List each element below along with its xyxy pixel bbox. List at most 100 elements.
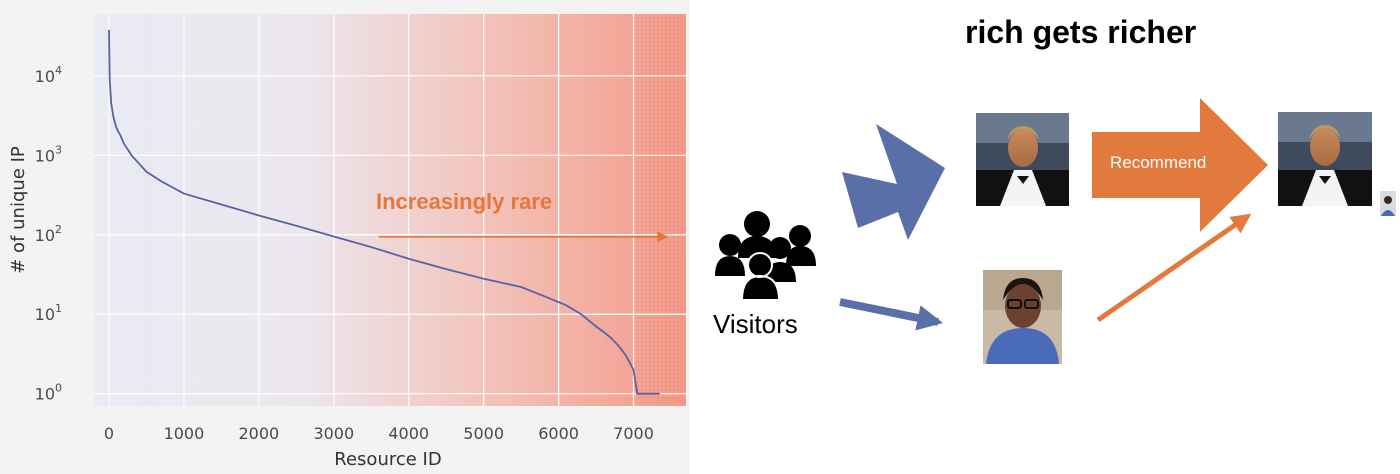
hatch-dot	[669, 29, 671, 31]
hatch-dot	[657, 249, 659, 251]
hatch-dot	[669, 373, 671, 375]
hatch-dot	[661, 365, 663, 367]
hatch-dot	[669, 137, 671, 139]
hatch-dot	[637, 365, 639, 367]
hatch-dot	[665, 333, 667, 335]
hatch-dot	[645, 369, 647, 371]
hatch-dot	[677, 261, 679, 263]
hatch-dot	[681, 53, 683, 55]
hatch-dot	[665, 229, 667, 231]
hatch-dot	[645, 169, 647, 171]
hatch-dot	[637, 333, 639, 335]
hatch-dot	[645, 117, 647, 119]
hatch-dot	[641, 265, 643, 267]
hatch-dot	[677, 101, 679, 103]
hatch-dot	[653, 345, 655, 347]
hatch-dot	[641, 361, 643, 363]
hatch-dot	[657, 193, 659, 195]
hatch-dot	[669, 381, 671, 383]
people-group-outline	[740, 252, 781, 301]
hatch-dot	[673, 169, 675, 171]
hatch-dot	[653, 221, 655, 223]
hatch-dot	[681, 197, 683, 199]
hatch-dot	[649, 33, 651, 35]
hatch-dot	[673, 265, 675, 267]
hatch-dot	[673, 29, 675, 31]
hatch-dot	[649, 349, 651, 351]
hatch-dot	[665, 105, 667, 107]
hatch-dot	[637, 113, 639, 115]
hatch-dot	[657, 113, 659, 115]
hatch-dot	[653, 281, 655, 283]
hatch-dot	[645, 373, 647, 375]
hatch-dot	[637, 17, 639, 19]
hatch-dot	[645, 285, 647, 287]
hatch-dot	[665, 385, 667, 387]
hatch-dot	[657, 293, 659, 295]
hatch-dot	[657, 41, 659, 43]
hatch-dot	[649, 49, 651, 51]
hatch-dot	[669, 221, 671, 223]
hatch-dot	[661, 73, 663, 75]
hatch-dot	[637, 361, 639, 363]
hatch-dot	[661, 141, 663, 143]
hatch-dot	[665, 101, 667, 103]
hatch-dot	[681, 269, 683, 271]
hatch-dot	[637, 161, 639, 163]
hatch-dot	[677, 89, 679, 91]
hatch-dot	[665, 17, 667, 19]
hatch-dot	[649, 217, 651, 219]
hatch-dot	[657, 325, 659, 327]
hatch-dot	[645, 213, 647, 215]
hatch-dot	[677, 77, 679, 79]
hatch-dot	[649, 385, 651, 387]
hatch-dot	[641, 377, 643, 379]
hatch-dot	[681, 129, 683, 131]
hatch-dot	[681, 69, 683, 71]
hatch-dot	[637, 21, 639, 23]
hatch-dot	[649, 77, 651, 79]
hatch-dot	[649, 265, 651, 267]
hatch-dot	[653, 273, 655, 275]
hatch-dot	[665, 37, 667, 39]
hatch-dot	[641, 261, 643, 263]
hatch-dot	[669, 57, 671, 59]
hatch-dot	[681, 265, 683, 267]
hatch-dot	[665, 197, 667, 199]
hatch-dot	[669, 385, 671, 387]
hatch-dot	[665, 41, 667, 43]
hatch-dot	[657, 101, 659, 103]
hatch-dot	[653, 361, 655, 363]
hatch-dot	[661, 269, 663, 271]
y-tick-labels: 100 101 102 103 104	[35, 64, 62, 404]
hatch-dot	[653, 285, 655, 287]
hatch-dot	[645, 317, 647, 319]
hatch-dot	[653, 85, 655, 87]
hatch-dot	[665, 289, 667, 291]
hatch-dot	[649, 281, 651, 283]
hatch-dot	[665, 353, 667, 355]
hatch-dot	[657, 141, 659, 143]
hatch-dot	[657, 21, 659, 23]
hatch-dot	[677, 45, 679, 47]
hatch-dot	[637, 357, 639, 359]
hatch-dot	[681, 101, 683, 103]
hatch-dot	[665, 29, 667, 31]
hatch-dot	[637, 225, 639, 227]
hatch-dot	[649, 181, 651, 183]
hatch-dot	[637, 329, 639, 331]
hatch-dot	[649, 373, 651, 375]
hatch-dot	[657, 205, 659, 207]
hatch-dot	[649, 69, 651, 71]
x-tick-label: 1000	[164, 424, 205, 443]
hatch-dot	[681, 185, 683, 187]
hatch-dot	[661, 197, 663, 199]
hatch-dot	[653, 237, 655, 239]
hatch-dot	[649, 149, 651, 151]
hatch-dot	[661, 177, 663, 179]
hatch-dot	[653, 213, 655, 215]
hatch-dot	[677, 317, 679, 319]
hatch-dot	[653, 105, 655, 107]
hatch-dot	[673, 245, 675, 247]
hatch-dot	[673, 161, 675, 163]
